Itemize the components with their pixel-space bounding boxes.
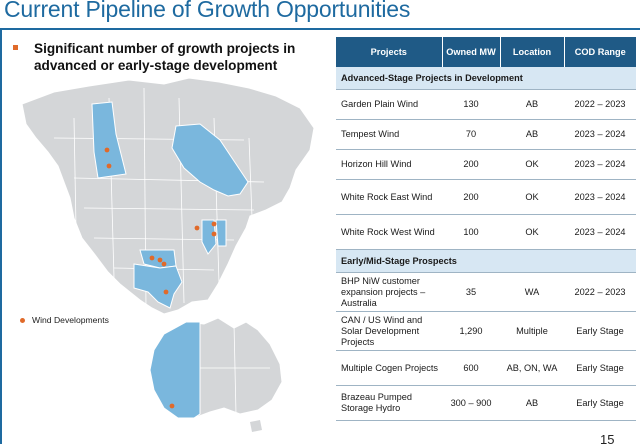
header-projects: Projects — [336, 37, 443, 67]
location: WA — [500, 272, 564, 312]
indiana-region — [215, 219, 227, 247]
pipeline-table: Projects Owned MW Location COD Range Adv… — [336, 37, 636, 421]
title-divider — [0, 28, 640, 30]
page-number: 15 — [600, 432, 615, 447]
cod-range: 2022 – 2023 — [564, 89, 636, 120]
cod-range: 2023 – 2024 — [564, 179, 636, 215]
table-header-row: Projects Owned MW Location COD Range — [336, 37, 636, 67]
australia-marker — [169, 403, 175, 409]
owned-mw: 70 — [442, 119, 500, 150]
location: AB — [500, 119, 564, 150]
header-cod-range: COD Range — [564, 37, 636, 67]
project-name: Tempest Wind — [336, 119, 442, 150]
legend-marker — [20, 317, 25, 323]
bullet-marker — [13, 45, 18, 50]
project-name: White Rock East Wind — [336, 179, 442, 215]
owned-mw: 1,290 — [442, 311, 500, 351]
project-name: Multiple Cogen Projects — [336, 350, 442, 386]
location: OK — [500, 149, 564, 180]
cod-range: Early Stage — [564, 311, 636, 351]
table-row: Tempest Wind 70 AB 2023 – 2024 — [336, 119, 636, 150]
owned-mw: 130 — [442, 89, 500, 120]
table-row: Horizon Hill Wind 200 OK 2023 – 2024 — [336, 149, 636, 180]
alberta-region — [91, 101, 127, 179]
texas-region — [133, 263, 183, 309]
owned-mw: 300 – 900 — [442, 385, 500, 421]
location: OK — [500, 214, 564, 250]
location: Multiple — [500, 311, 564, 351]
cod-range: Early Stage — [564, 350, 636, 386]
western-australia-region — [149, 321, 201, 419]
table-row: White Rock East Wind 200 OK 2023 – 2024 — [336, 179, 636, 215]
table-row: Garden Plain Wind 130 AB 2022 – 2023 — [336, 89, 636, 120]
cod-range: 2023 – 2024 — [564, 149, 636, 180]
map-legend: Wind Developments — [20, 315, 109, 325]
owned-mw: 35 — [442, 272, 500, 312]
project-name: White Rock West Wind — [336, 214, 442, 250]
section-label: Advanced-Stage Projects in Development — [336, 67, 636, 90]
cod-range: Early Stage — [564, 385, 636, 421]
table-row: Brazeau Pumped Storage Hydro 300 – 900 A… — [336, 385, 636, 421]
cod-range: 2023 – 2024 — [564, 119, 636, 150]
bullet-text: Significant number of growth projects in… — [34, 41, 296, 73]
wind-markers — [104, 147, 217, 295]
table-row: CAN / US Wind and Solar Development Proj… — [336, 311, 636, 351]
ontario-region — [171, 123, 249, 197]
legend-label: Wind Developments — [32, 315, 109, 325]
owned-mw: 100 — [442, 214, 500, 250]
owned-mw: 200 — [442, 179, 500, 215]
section-row-early: Early/Mid-Stage Prospects — [336, 249, 636, 273]
left-border — [0, 30, 2, 444]
project-name: Horizon Hill Wind — [336, 149, 442, 180]
owned-mw: 200 — [442, 149, 500, 180]
project-name: CAN / US Wind and Solar Development Proj… — [336, 311, 442, 351]
pipeline-map — [21, 78, 315, 432]
section-label: Early/Mid-Stage Prospects — [336, 249, 636, 273]
project-name: BHP NiW customer expansion projects – Au… — [336, 272, 442, 312]
illinois-region — [201, 219, 217, 255]
table-row: BHP NiW customer expansion projects – Au… — [336, 272, 636, 312]
table-row: Multiple Cogen Projects 600 AB, ON, WA E… — [336, 350, 636, 386]
tasmania-land — [250, 420, 262, 432]
cod-range: 2022 – 2023 — [564, 272, 636, 312]
header-owned-mw: Owned MW — [442, 37, 501, 67]
table-row: White Rock West Wind 100 OK 2023 – 2024 — [336, 214, 636, 250]
section-row-advanced: Advanced-Stage Projects in Development — [336, 67, 636, 90]
project-name: Garden Plain Wind — [336, 89, 442, 120]
project-name: Brazeau Pumped Storage Hydro — [336, 385, 442, 421]
owned-mw: 600 — [442, 350, 500, 386]
location: AB, ON, WA — [500, 350, 564, 386]
header-location: Location — [500, 37, 565, 67]
location: AB — [500, 385, 564, 421]
location: AB — [500, 89, 564, 120]
cod-range: 2023 – 2024 — [564, 214, 636, 250]
slide-title: Current Pipeline of Growth Opportunities — [4, 0, 411, 22]
location: OK — [500, 179, 564, 215]
australia-borders — [200, 323, 270, 415]
